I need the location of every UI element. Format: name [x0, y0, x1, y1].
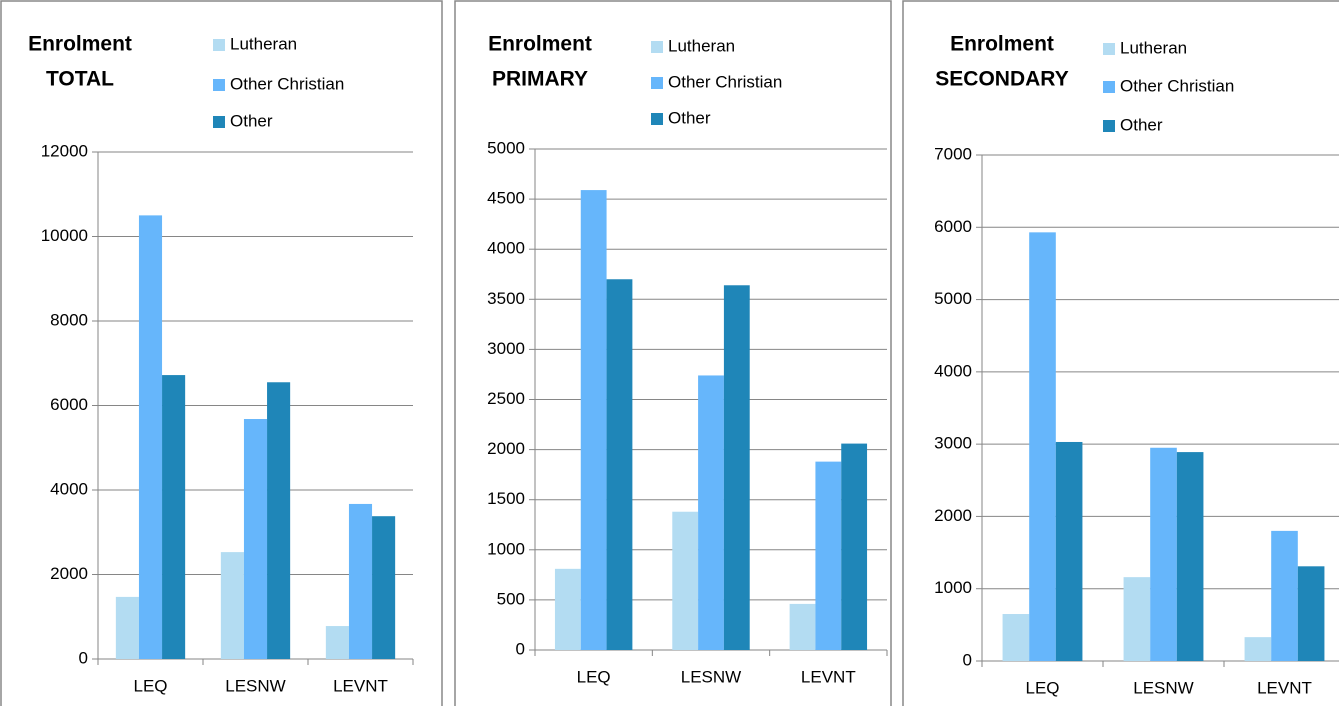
- legend-swatch: [213, 39, 225, 51]
- bar: [138, 215, 163, 659]
- legend-swatch: [1103, 120, 1115, 132]
- bar: [1002, 614, 1030, 661]
- legend-label: Other: [230, 111, 273, 130]
- x-tick-label: LESNW: [1133, 678, 1193, 697]
- bar: [1123, 577, 1151, 661]
- y-tick-label: 1000: [934, 578, 972, 597]
- y-tick-label: 1000: [487, 539, 525, 558]
- x-tick-label: LEQ: [133, 676, 167, 695]
- x-tick-label: LEQ: [577, 667, 611, 686]
- y-tick-label: 4500: [487, 189, 525, 208]
- y-tick-label: 3000: [487, 339, 525, 358]
- y-tick-label: 7000: [934, 144, 972, 163]
- y-tick-label: 0: [963, 650, 972, 669]
- bar: [220, 552, 244, 659]
- bar: [1244, 637, 1272, 661]
- y-tick-label: 6000: [50, 395, 88, 414]
- legend-label: Lutheran: [1120, 38, 1187, 57]
- x-tick-label: LEVNT: [1257, 678, 1312, 697]
- y-tick-label: 2000: [487, 439, 525, 458]
- bar: [815, 461, 842, 650]
- legend-label: Other: [668, 108, 711, 127]
- bar: [267, 382, 291, 659]
- panel-border: [454, 0, 892, 706]
- x-tick-label: LEQ: [1025, 678, 1059, 697]
- x-tick-label: LESNW: [681, 667, 741, 686]
- bar: [115, 596, 139, 659]
- y-tick-label: 0: [79, 648, 88, 667]
- y-tick-label: 12000: [41, 141, 88, 160]
- chart-title: Enrolment: [950, 33, 1054, 56]
- legend-label: Lutheran: [668, 36, 735, 55]
- panel-border: [0, 0, 443, 706]
- y-tick-label: 4000: [934, 361, 972, 380]
- legend-label: Other Christian: [668, 72, 782, 91]
- x-tick-label: LEVNT: [333, 676, 388, 695]
- y-tick-label: 3500: [487, 289, 525, 308]
- y-tick-label: 2500: [487, 389, 525, 408]
- bar: [1055, 441, 1083, 661]
- chart-subtitle: PRIMARY: [492, 68, 588, 91]
- bar: [372, 516, 396, 659]
- bar: [1297, 566, 1325, 661]
- panel-border: [902, 0, 1339, 706]
- bar: [698, 375, 724, 650]
- y-tick-label: 2000: [50, 564, 88, 583]
- bar: [243, 419, 268, 659]
- bar: [672, 511, 699, 650]
- chart-subtitle: SECONDARY: [935, 68, 1068, 91]
- bar: [348, 503, 373, 659]
- y-tick-label: 5000: [934, 289, 972, 308]
- y-tick-label: 0: [516, 639, 525, 658]
- legend-label: Other: [1120, 115, 1163, 134]
- y-tick-label: 4000: [50, 479, 88, 498]
- y-tick-label: 8000: [50, 310, 88, 329]
- bar: [580, 190, 607, 650]
- bar: [554, 568, 581, 650]
- y-tick-label: 4000: [487, 239, 525, 258]
- bar: [789, 603, 816, 650]
- bar: [1150, 447, 1177, 661]
- y-tick-label: 500: [497, 589, 525, 608]
- y-tick-label: 3000: [934, 434, 972, 453]
- legend-swatch: [213, 79, 225, 91]
- y-tick-label: 5000: [487, 138, 525, 157]
- chart-subtitle: TOTAL: [46, 68, 114, 91]
- legend-swatch: [651, 77, 663, 89]
- y-tick-label: 2000: [934, 506, 972, 525]
- bar: [1029, 232, 1056, 662]
- legend-swatch: [213, 116, 225, 128]
- legend-label: Lutheran: [230, 34, 297, 53]
- y-tick-label: 1500: [487, 489, 525, 508]
- legend-swatch: [651, 113, 663, 125]
- legend-swatch: [1103, 43, 1115, 55]
- bar: [162, 375, 186, 659]
- chart-title: Enrolment: [28, 33, 132, 56]
- bar: [606, 279, 633, 650]
- y-tick-label: 6000: [934, 217, 972, 236]
- bar: [1176, 452, 1204, 661]
- bar: [841, 443, 868, 650]
- x-tick-label: LEVNT: [801, 667, 856, 686]
- bar: [325, 626, 349, 659]
- legend-label: Other Christian: [1120, 76, 1234, 95]
- legend-swatch: [651, 41, 663, 53]
- legend-label: Other Christian: [230, 74, 344, 93]
- x-tick-label: LESNW: [225, 676, 285, 695]
- bar: [1271, 530, 1298, 661]
- bar: [723, 285, 750, 650]
- y-tick-label: 10000: [41, 226, 88, 245]
- legend-swatch: [1103, 81, 1115, 93]
- chart-title: Enrolment: [488, 33, 592, 56]
